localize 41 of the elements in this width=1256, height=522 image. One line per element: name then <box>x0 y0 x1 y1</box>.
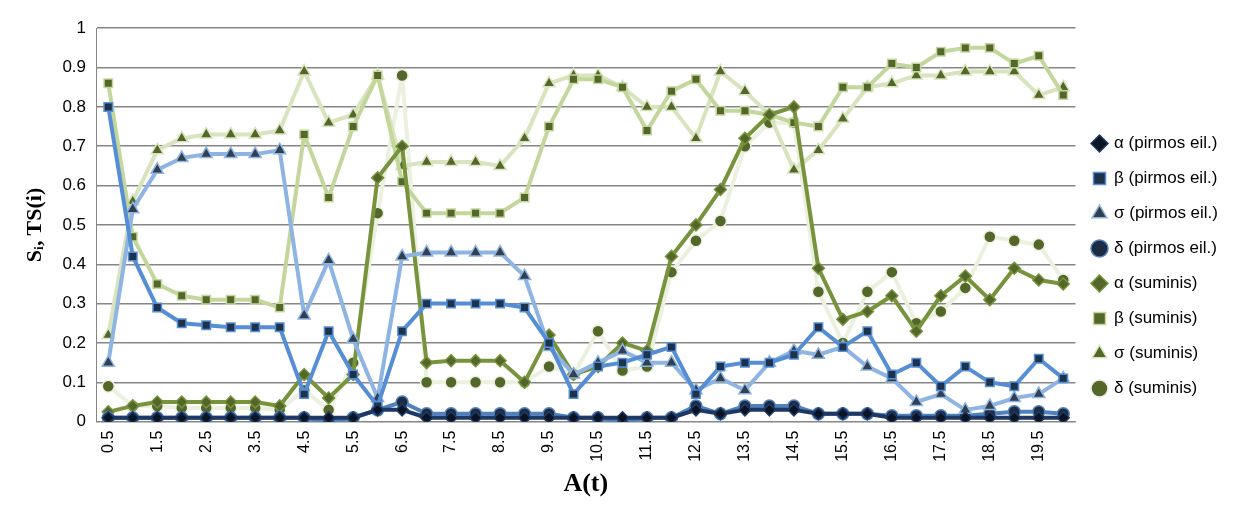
x-tick-label: 4.5 <box>294 430 312 453</box>
x-tick-label: 9.5 <box>539 430 557 453</box>
x-tick-label: 19.5 <box>1029 430 1047 462</box>
x-tick-label: 5.5 <box>343 430 361 453</box>
x-tick-label: 14.5 <box>784 430 802 462</box>
y-axis-title: Sᵢ, TS(i) <box>20 187 46 263</box>
x-tick-label: 0.5 <box>98 430 116 453</box>
x-tick-label: 2.5 <box>196 430 214 453</box>
y-tick-label: 0.9 <box>62 57 87 77</box>
x-tick-label: 3.5 <box>245 430 263 453</box>
y-tick-label: 1 <box>76 17 87 37</box>
y-tick-label: 0.8 <box>62 96 87 116</box>
y-tick-label: 0.4 <box>62 253 87 273</box>
legend-label: β (pirmos eil.) <box>1114 168 1218 188</box>
x-tick-label: 17.5 <box>931 430 949 462</box>
y-tick-label: 0.7 <box>62 135 87 155</box>
y-tick-label: 0 <box>76 411 87 431</box>
x-tick-label: 7.5 <box>441 430 459 453</box>
y-tick-label: 0.1 <box>62 372 87 391</box>
x-tick-label: 18.5 <box>980 430 998 462</box>
legend-label: σ (pirmos eil.) <box>1114 203 1219 223</box>
legend-label: β (suminis) <box>1114 308 1198 328</box>
x-tick-label: 11.5 <box>637 430 655 461</box>
legend-label: δ (pirmos eil.) <box>1114 238 1217 258</box>
legend-label: σ (suminis) <box>1114 343 1199 363</box>
y-tick-label: 0.6 <box>62 175 87 195</box>
x-tick-label: 1.5 <box>147 430 165 453</box>
legend-label: α (pirmos eil.) <box>1114 133 1218 153</box>
x-axis-title: A(t) <box>563 468 609 498</box>
y-tick-label: 0.3 <box>62 293 87 313</box>
x-tick-label: 15.5 <box>833 430 851 462</box>
y-tick-label: 0.5 <box>62 214 87 234</box>
x-tick-label: 13.5 <box>735 430 753 462</box>
x-tick-label: 16.5 <box>882 430 900 462</box>
legend-label: δ (suminis) <box>1114 378 1198 398</box>
legend-label: α (suminis) <box>1114 273 1198 293</box>
x-tick-label: 12.5 <box>686 430 704 462</box>
x-tick-label: 6.5 <box>392 430 410 453</box>
y-tick-label: 0.2 <box>62 332 87 352</box>
x-tick-label: 10.5 <box>588 430 606 462</box>
x-tick-label: 8.5 <box>490 430 508 453</box>
